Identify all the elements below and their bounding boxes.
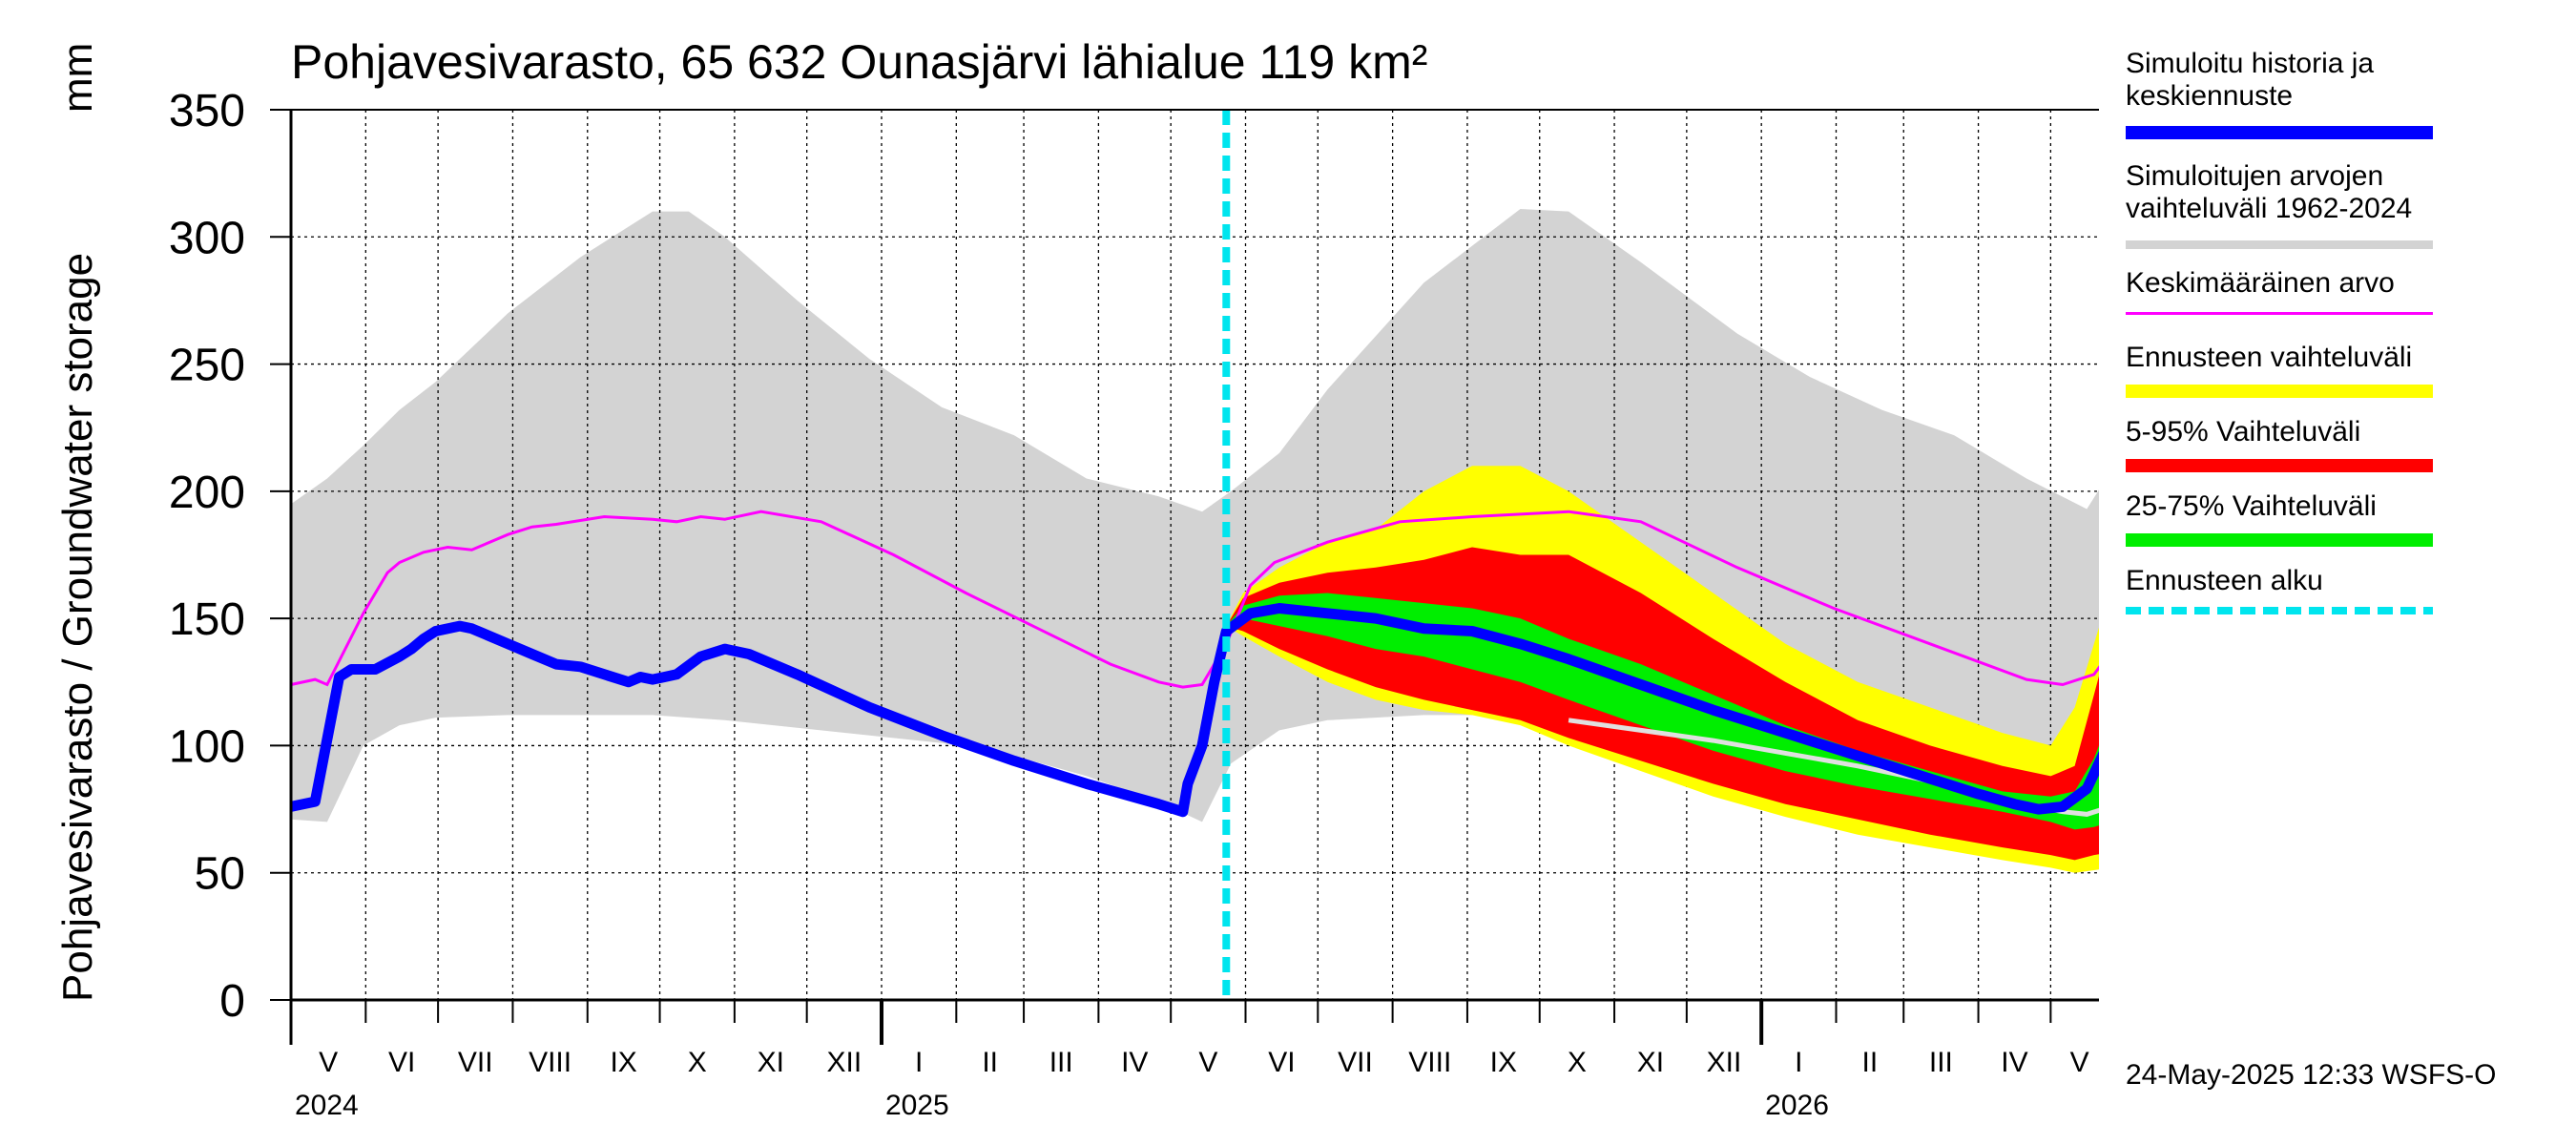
- x-month-label: IX: [610, 1047, 636, 1078]
- legend-label: Ennusteen alku: [2126, 565, 2323, 596]
- x-year-label: 2026: [1765, 1090, 1829, 1121]
- legend-item-forecast-start: Ennusteen alku: [2126, 565, 2565, 614]
- y-axis-unit: mm: [54, 43, 101, 113]
- x-month-label: II: [1862, 1047, 1879, 1078]
- x-month-label: VI: [1268, 1047, 1295, 1078]
- x-month-label: VII: [458, 1047, 493, 1078]
- legend-label: 5-95% Vaihteluväli: [2126, 416, 2361, 448]
- legend-item-5-95: 5-95% Vaihteluväli: [2126, 416, 2565, 472]
- legend-label: Simuloitujen arvojen vaihteluväli 1962-2…: [2126, 160, 2413, 224]
- y-tick-label: 0: [219, 976, 245, 1027]
- y-tick-label: 200: [169, 468, 245, 518]
- y-axis-label: Pohjavesivarasto / Groundwater storage: [54, 253, 101, 1002]
- legend-label: 25-75% Vaihteluväli: [2126, 490, 2377, 522]
- x-month-label: VIII: [529, 1047, 571, 1078]
- legend-item-simulated-range: Simuloitujen arvojen vaihteluväli 1962-2…: [2126, 160, 2565, 249]
- legend-swatch-green: [2126, 533, 2433, 547]
- x-month-label: XI: [1637, 1047, 1664, 1078]
- legend-item-simulated-history: Simuloitu historia ja keskiennuste: [2126, 48, 2565, 139]
- x-month-label: I: [1795, 1047, 1802, 1078]
- x-month-label: III: [1049, 1047, 1073, 1078]
- x-month-label: V: [319, 1047, 338, 1078]
- legend-swatch-gray: [2126, 240, 2433, 249]
- x-month-label: VII: [1338, 1047, 1373, 1078]
- x-year-label: 2025: [885, 1090, 949, 1121]
- series-mean: [290, 510, 2099, 689]
- x-month-label: VIII: [1408, 1047, 1451, 1078]
- legend-swatch-cyan-dashed: [2126, 607, 2433, 614]
- legend-item-mean: Keskimääräinen arvo: [2126, 267, 2565, 315]
- timestamp: 24-May-2025 12:33 WSFS-O: [2126, 1059, 2497, 1091]
- x-month-label: I: [915, 1047, 923, 1078]
- legend-item-forecast-range: Ennusteen vaihteluväli: [2126, 342, 2565, 398]
- legend-item-25-75: 25-75% Vaihteluväli: [2126, 490, 2565, 547]
- x-month-label: XI: [758, 1047, 784, 1078]
- legend-label: Simuloitu historia ja keskiennuste: [2126, 48, 2375, 112]
- x-month-label: VI: [388, 1047, 415, 1078]
- legend-swatch-blue: [2126, 126, 2433, 139]
- legend-label: Ennusteen vaihteluväli: [2126, 342, 2413, 373]
- x-month-label: XII: [826, 1047, 862, 1078]
- y-tick-label: 350: [169, 86, 245, 136]
- y-tick-label: 150: [169, 594, 245, 645]
- x-month-label: IX: [1490, 1047, 1517, 1078]
- chart-title: Pohjavesivarasto, 65 632 Ounasjärvi lähi…: [291, 35, 1427, 89]
- x-month-label: IV: [1121, 1047, 1148, 1078]
- y-tick-label: 50: [195, 849, 245, 900]
- x-month-label: III: [1929, 1047, 1953, 1078]
- legend-swatch-red: [2126, 459, 2433, 472]
- legend-swatch-yellow: [2126, 385, 2433, 398]
- x-month-label: V: [2070, 1047, 2089, 1078]
- y-tick-label: 250: [169, 341, 245, 391]
- y-tick-label: 100: [169, 721, 245, 772]
- y-tick-label: 300: [169, 213, 245, 263]
- x-month-label: XII: [1707, 1047, 1742, 1078]
- x-year-label: 2024: [295, 1090, 359, 1121]
- series-simulated-history: [289, 603, 2099, 818]
- x-month-label: X: [1568, 1047, 1587, 1078]
- x-month-label: II: [982, 1047, 998, 1078]
- x-month-label: V: [1198, 1047, 1217, 1078]
- legend-label: Keskimääräinen arvo: [2126, 267, 2395, 299]
- legend-swatch-magenta: [2126, 312, 2433, 315]
- x-month-label: X: [688, 1047, 707, 1078]
- x-month-label: IV: [2001, 1047, 2027, 1078]
